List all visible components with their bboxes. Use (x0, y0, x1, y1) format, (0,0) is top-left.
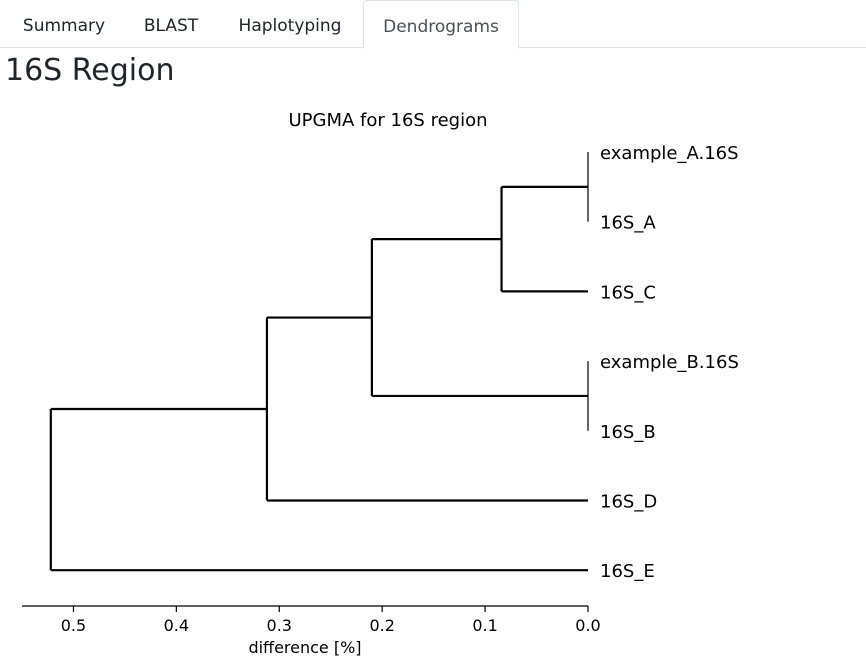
x-tick-label: 0.5 (61, 616, 86, 635)
x-tick-label: 0.4 (164, 616, 189, 635)
leaf-label: 16S_A (600, 213, 656, 234)
tab-bar: Summary BLAST Haplotyping Dendrograms (0, 0, 866, 49)
tab-summary[interactable]: Summary (22, 16, 106, 36)
x-tick-label: 0.2 (369, 616, 394, 635)
page-title: 16S Region (5, 53, 175, 88)
leaf-label: example_A.16S (600, 143, 739, 164)
x-axis-label: difference [%] (248, 638, 361, 657)
tab-dendrograms[interactable]: Dendrograms (363, 0, 519, 49)
x-tick-label: 0.1 (472, 616, 497, 635)
tab-haplotyping[interactable]: Haplotyping (238, 16, 342, 36)
leaf-label: example_B.16S (600, 352, 739, 373)
dendrogram-links (49, 152, 589, 572)
leaf-label: 16S_C (600, 282, 656, 303)
x-tick-label: 0.3 (267, 616, 292, 635)
tab-blast[interactable]: BLAST (143, 16, 199, 36)
x-axis-ticks: 0.5 0.4 0.3 0.2 0.1 0.0 (61, 606, 601, 635)
leaf-labels: example_A.16S 16S_A 16S_C example_B.16S 16S_… (600, 143, 739, 582)
leaf-label: 16S_D (600, 492, 657, 513)
leaf-label: 16S_E (600, 561, 655, 582)
x-tick-label: 0.0 (575, 616, 600, 635)
chart-title: UPGMA for 16S region (289, 110, 488, 131)
leaf-label: 16S_B (600, 422, 656, 443)
